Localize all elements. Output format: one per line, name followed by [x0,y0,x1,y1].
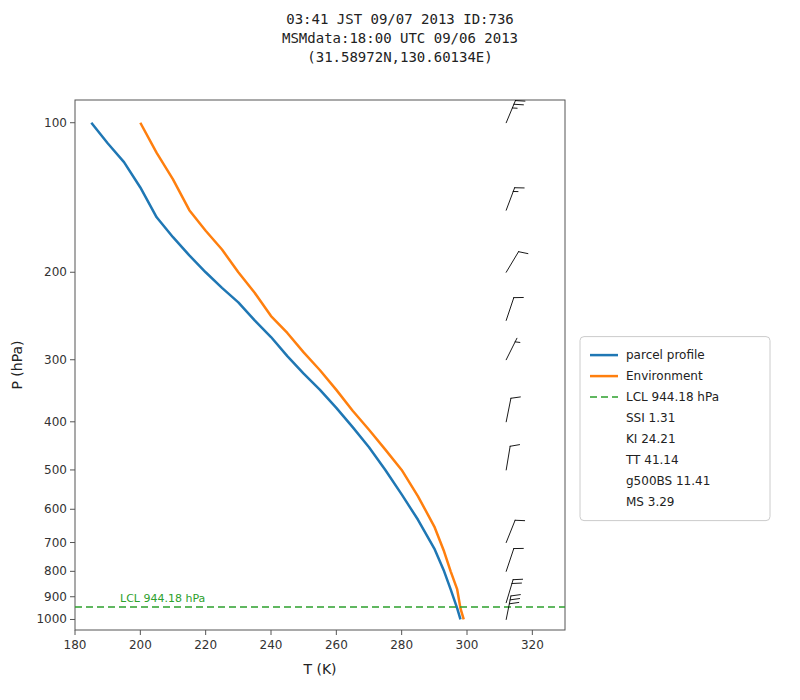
legend-swatch [590,396,618,398]
y-tick-label: 300 [44,353,67,367]
x-tick-label: 280 [390,638,413,652]
wind-barbs [506,101,528,620]
legend-label: Environment [626,369,703,383]
y-tick [70,122,75,123]
barb-shaft [506,595,520,620]
y-tick [70,619,75,620]
y-tick-label: 1000 [36,612,67,626]
legend-label: parcel profile [626,348,705,362]
legend-label: LCL 944.18 hPa [626,390,719,404]
x-tick-label: 320 [521,638,544,652]
title-line: (31.58972N,130.60134E) [307,49,492,65]
y-tick [70,469,75,470]
x-tick [532,630,533,635]
y-tick [70,272,75,273]
series-line [140,123,463,620]
title-line: 03:41 JST 09/07 2013 ID:736 [286,11,514,27]
x-tick [467,630,468,635]
wind-barb [506,252,528,273]
legend-box [580,337,770,521]
wind-barb [506,595,520,620]
x-tick [336,630,337,635]
barb-shaft [506,297,523,320]
wind-barb [506,548,523,571]
y-tick [70,421,75,422]
y-tick [70,542,75,543]
y-tick-label: 500 [44,463,67,477]
plot-frame [75,100,565,630]
barb-shaft [506,101,525,123]
y-axis-label: P (hPa) [9,340,25,389]
title: 03:41 JST 09/07 2013 ID:736 MSMdata:18:00… [282,11,518,65]
y-tick-label: 200 [44,265,67,279]
legend-label: g500BS 11.41 [626,474,710,488]
series-line [91,123,460,620]
x-tick-label: 300 [456,638,479,652]
y-tick [70,571,75,572]
title-line: MSMdata:18:00 UTC 09/06 2013 [282,30,518,46]
y-tick-label: 400 [44,415,67,429]
legend: parcel profile Environment LCL 944.18 hPa S… [580,337,770,521]
barb-shaft [506,445,519,470]
legend-swatch [590,354,618,357]
x-tick [401,630,402,635]
legend-label: SSI 1.31 [626,411,675,425]
barb-shaft [506,338,520,359]
y-tick-label: 800 [44,564,67,578]
barb-shaft [506,548,523,571]
chart: 03:41 JST 09/07 2013 ID:736 MSMdata:18:00… [0,0,800,700]
y-tick-label: 600 [44,502,67,516]
barb-shaft [506,252,528,273]
x-tick-label: 260 [325,638,348,652]
legend-label: KI 24.21 [626,432,676,446]
wind-barb [506,338,520,359]
barb-shaft [506,397,520,422]
reference-line [75,606,565,608]
x-axis-label: T (K) [302,661,336,677]
x-tick [140,630,141,635]
reference-line-label: LCL 944.18 hPa [120,592,205,605]
wind-barb [506,101,525,123]
wind-barb [506,520,524,542]
wind-barb [506,188,524,210]
x-tick-label: 220 [194,638,217,652]
wind-barb [506,397,520,422]
barb-shaft [506,520,524,542]
x-tick-label: 200 [129,638,152,652]
legend-swatch [590,375,618,378]
x-tick [205,630,206,635]
x-tick [75,630,76,635]
wind-barb [506,297,523,320]
y-tick [70,596,75,597]
y-tick-label: 900 [44,590,67,604]
x-tick-label: 240 [260,638,283,652]
legend-label: MS 3.29 [626,495,675,509]
y-tick [70,509,75,510]
x-tick-label: 180 [64,638,87,652]
barb-shaft [506,188,524,210]
legend-label: TT 41.14 [625,453,679,467]
plot-area [75,101,565,620]
wind-barb [506,445,519,470]
y-tick-label: 100 [44,116,67,130]
x-tick [271,630,272,635]
y-tick-label: 700 [44,536,67,550]
y-tick [70,359,75,360]
